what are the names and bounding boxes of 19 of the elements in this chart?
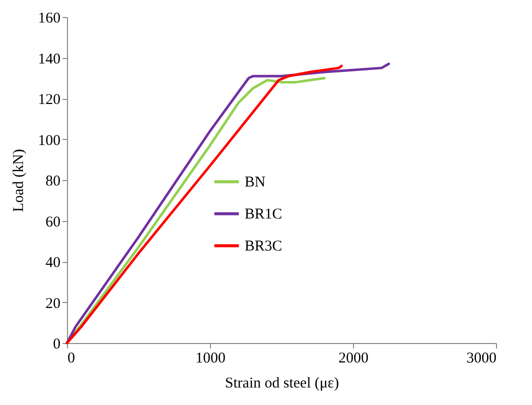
legend-label: BN xyxy=(244,174,266,191)
y-tick-label: 160 xyxy=(38,10,60,26)
y-tick-label: 40 xyxy=(46,255,60,271)
y-tick-label: 0 xyxy=(53,336,60,352)
legend-label: BR3C xyxy=(244,238,282,255)
x-tick-label: 1000 xyxy=(196,350,226,366)
y-tick-label: 120 xyxy=(38,92,60,108)
y-axis-title: Load (kN) xyxy=(11,149,27,212)
y-tick-label: 20 xyxy=(46,296,60,312)
legend-label: BR1C xyxy=(244,206,282,223)
x-tick-label: 2000 xyxy=(338,350,368,366)
y-tick-label: 140 xyxy=(38,51,60,68)
x-axis-title: Strain od steel (με) xyxy=(225,376,339,392)
line-series xyxy=(66,62,390,344)
x-tick-label: 0 xyxy=(68,350,75,366)
x-tick-label: 3000 xyxy=(466,350,496,366)
y-tick-label: 100 xyxy=(38,132,60,149)
y-tick-label: 60 xyxy=(46,214,60,230)
y-tick-label: 80 xyxy=(46,174,60,190)
